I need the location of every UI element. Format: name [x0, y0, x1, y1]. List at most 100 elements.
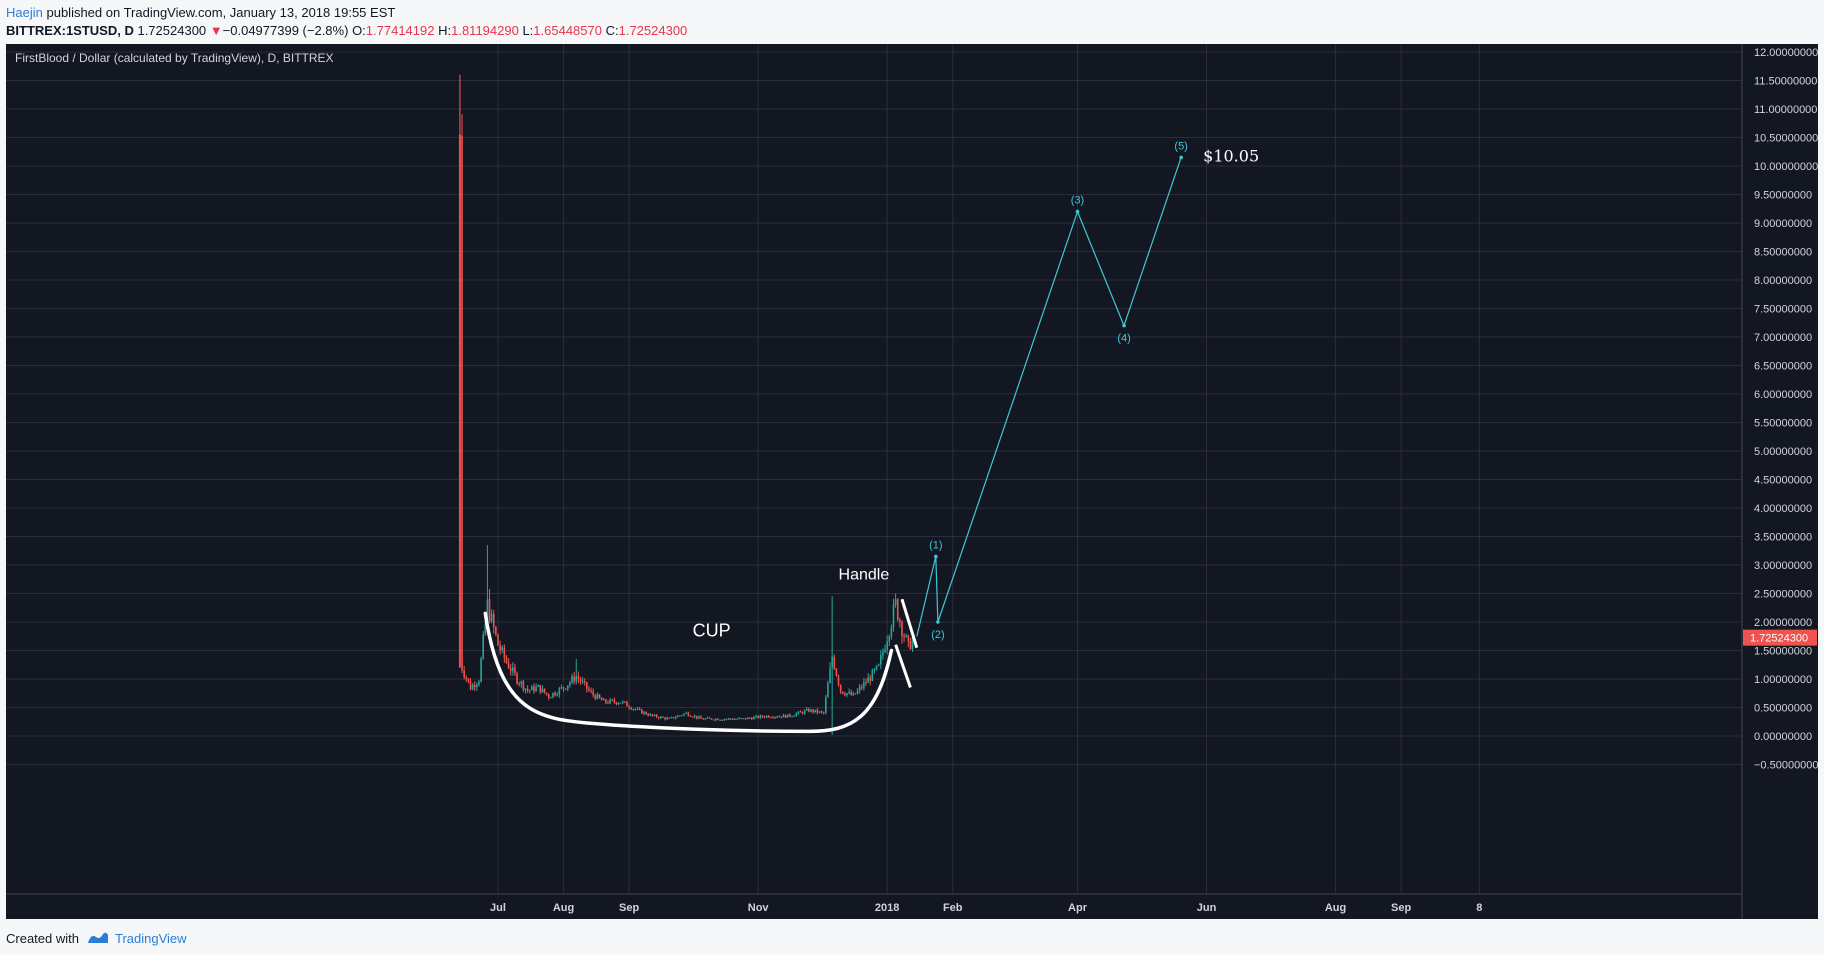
candle-body: [803, 710, 806, 714]
y-tick-label: 1.50000000: [1754, 646, 1812, 658]
cup-label: CUP: [693, 620, 731, 640]
candle-body: [778, 716, 781, 718]
candle-body: [736, 718, 738, 720]
candle-body: [503, 647, 506, 658]
candle-body: [666, 717, 668, 720]
candle-body: [571, 676, 573, 683]
candle-body: [653, 714, 656, 716]
handle-lower-line: [894, 644, 912, 689]
candle-body: [909, 640, 912, 650]
handle-label: Handle: [839, 566, 890, 583]
candle-body: [683, 713, 685, 716]
candle-body: [873, 669, 876, 671]
y-tick-label: 7.50000000: [1754, 304, 1812, 316]
candle-body: [564, 688, 567, 690]
author-link[interactable]: Haejin: [6, 5, 43, 20]
wave-point: [1122, 323, 1126, 328]
candle-body: [827, 683, 829, 698]
candle-body: [581, 681, 584, 683]
candle-body: [892, 604, 895, 628]
candle-body: [799, 711, 802, 713]
candle-body: [679, 715, 681, 717]
price-change: −0.04977399 (−2.8%): [222, 23, 349, 38]
candle-body: [767, 715, 770, 718]
candle-body: [774, 716, 776, 718]
y-tick-label: 7.00000000: [1754, 332, 1812, 344]
last-price: 1.72524300: [137, 23, 207, 38]
candle-body: [577, 676, 580, 679]
candle-body: [670, 717, 673, 719]
candle-body: [467, 678, 470, 682]
candle-body: [588, 688, 590, 691]
candle-body: [615, 702, 618, 705]
candle-body: [562, 687, 565, 689]
candle-body: [478, 681, 480, 685]
low-label: L:: [522, 23, 534, 38]
low-value: 1.65448570: [533, 23, 602, 38]
candle-body: [890, 627, 893, 637]
candle-body: [719, 719, 721, 721]
candle-body: [700, 716, 702, 719]
candle-body: [780, 716, 783, 718]
open-value: 1.77414192: [365, 23, 435, 38]
candle-body: [674, 717, 677, 719]
high-label: H:: [438, 23, 452, 38]
candle-body: [492, 613, 495, 628]
y-tick-label: 5.00000000: [1754, 446, 1812, 458]
x-tick-label: Aug: [553, 902, 574, 914]
candle-body: [619, 702, 622, 704]
candle-body: [848, 691, 850, 694]
candle-body: [560, 687, 563, 689]
footer: Created with TradingView: [6, 927, 187, 949]
candle-body: [907, 635, 910, 641]
candle-body: [569, 682, 571, 686]
candle-body: [465, 676, 468, 679]
x-tick-label: 2018: [875, 902, 899, 914]
candle-body: [524, 688, 527, 690]
candle-body: [685, 712, 688, 714]
candle-body: [721, 719, 723, 721]
candle-body: [831, 656, 833, 668]
chart-container[interactable]: CUP Handle (1) (2) (3) (4) (5) $10.05 12.00000…: [6, 44, 1818, 919]
candle-body: [609, 699, 611, 704]
candle-body: [516, 673, 518, 684]
candle-body: [531, 686, 533, 691]
y-tick-label: 4.00000000: [1754, 503, 1812, 515]
y-tick-label: 2.00000000: [1754, 617, 1812, 629]
candle-body: [808, 709, 810, 712]
candle-body: [539, 684, 542, 693]
price-chart[interactable]: CUP Handle (1) (2) (3) (4) (5) $10.05 12.00000…: [6, 44, 1818, 919]
candle-body: [846, 693, 848, 696]
cup-curve: [483, 611, 894, 734]
candle-body: [607, 702, 609, 704]
candle-body: [759, 715, 762, 718]
candle-body: [757, 715, 759, 718]
candle-body: [751, 718, 753, 720]
candle-body: [537, 684, 539, 687]
y-tick-label: 12.00000000: [1754, 47, 1818, 59]
candle-body: [535, 686, 537, 692]
wave-point: [1179, 155, 1183, 160]
candle-body: [805, 709, 808, 711]
candle-body: [691, 716, 694, 718]
candle-body: [899, 619, 901, 622]
candle-body: [634, 708, 637, 710]
candle-body: [638, 708, 641, 710]
candle-body: [645, 711, 647, 715]
candle-body: [596, 694, 599, 699]
candle-body: [860, 686, 863, 688]
candle-body: [776, 716, 778, 718]
candle-body: [495, 627, 497, 635]
candle-body: [696, 715, 698, 719]
candle-body: [484, 622, 487, 635]
chart-header: Haejin published on TradingView.com, Jan…: [6, 4, 1806, 40]
candle-body: [664, 717, 666, 720]
candle-body: [600, 697, 603, 701]
candle-body: [784, 714, 787, 718]
candle-body: [835, 668, 838, 676]
tradingview-link[interactable]: TradingView: [87, 931, 187, 946]
wave-point: [1075, 209, 1080, 214]
candle-body: [791, 716, 793, 718]
candle-body: [643, 711, 645, 714]
candle-body: [818, 711, 821, 713]
